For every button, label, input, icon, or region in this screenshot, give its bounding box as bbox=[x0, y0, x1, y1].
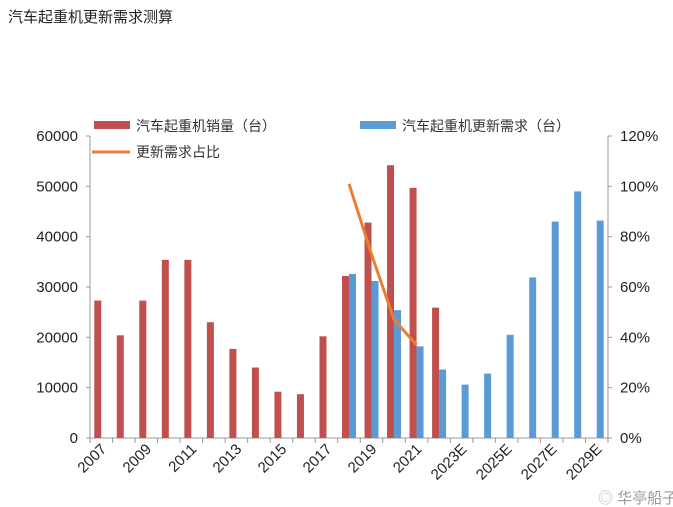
y-tick-label: 10000 bbox=[36, 380, 78, 397]
y2-tick-label: 100% bbox=[620, 178, 658, 195]
bar-replacement-2019 bbox=[371, 280, 379, 438]
x-tick-label: 2021 bbox=[390, 441, 426, 477]
legend-label-ratio: 更新需求占比 bbox=[136, 144, 220, 160]
x-tick-label: 2007 bbox=[74, 441, 110, 477]
bar-replacement-2021 bbox=[416, 346, 424, 438]
y-tick-label: 0 bbox=[70, 430, 78, 447]
bar-sales-2010 bbox=[161, 259, 169, 438]
y2-tick-label: 80% bbox=[620, 229, 650, 246]
y-tick-label: 20000 bbox=[36, 329, 78, 346]
bar-replacement-2023E bbox=[461, 384, 469, 438]
bar-sales-2008 bbox=[116, 335, 124, 438]
bar-replacement-2022 bbox=[439, 369, 447, 438]
bar-sales-2011 bbox=[184, 259, 192, 438]
bar-sales-2021 bbox=[409, 187, 417, 438]
y2-tick-label: 20% bbox=[620, 380, 650, 397]
y2-tick-label: 60% bbox=[620, 279, 650, 296]
x-tick-label: 2017 bbox=[300, 441, 336, 477]
bar-sales-2017 bbox=[319, 336, 327, 438]
y2-tick-label: 0% bbox=[620, 430, 642, 447]
bar-sales-2016 bbox=[296, 394, 304, 438]
bar-sales-2009 bbox=[139, 300, 147, 438]
x-tick-label: 2013 bbox=[210, 441, 246, 477]
bar-replacement-2027E bbox=[551, 221, 559, 438]
y2-tick-label: 120% bbox=[620, 128, 658, 145]
legend-swatch-sales bbox=[94, 121, 130, 129]
x-tick-label: 2019 bbox=[345, 441, 381, 477]
y2-tick-label: 40% bbox=[620, 329, 650, 346]
line-replacement-ratio bbox=[347, 183, 418, 346]
bar-replacement-2026E bbox=[529, 277, 537, 438]
x-tick-label: 2015 bbox=[255, 441, 291, 477]
bar-sales-2018 bbox=[342, 275, 349, 438]
bar-replacement-2029E bbox=[596, 220, 604, 438]
x-tick-label: 2023E bbox=[428, 441, 471, 484]
x-tick-label: 2025E bbox=[473, 441, 516, 484]
x-tick-label: 2029E bbox=[563, 441, 606, 484]
y-tick-label: 30000 bbox=[36, 279, 78, 296]
bar-sales-2013 bbox=[229, 348, 237, 438]
bar-replacement-2028E bbox=[574, 191, 582, 438]
bar-sales-2012 bbox=[206, 322, 214, 438]
x-tick-label: 2009 bbox=[120, 441, 156, 477]
bar-replacement-2025E bbox=[506, 334, 514, 438]
bar-sales-2020 bbox=[387, 165, 395, 438]
x-tick-label: 2027E bbox=[518, 441, 561, 484]
legend-label-replacement: 汽车起重机更新需求（台） bbox=[402, 118, 570, 134]
bar-replacement-2024E bbox=[484, 373, 492, 438]
watermark-text: 华亭船子 bbox=[617, 490, 673, 507]
chart-title: 汽车起重机更新需求测算 bbox=[8, 9, 174, 26]
bar-sales-2015 bbox=[274, 391, 282, 438]
bar-sales-2007 bbox=[94, 300, 102, 438]
y-tick-label: 60000 bbox=[36, 128, 78, 145]
y-tick-label: 40000 bbox=[36, 229, 78, 246]
x-tick-label: 2011 bbox=[165, 441, 200, 476]
bar-replacement-2018 bbox=[349, 273, 356, 438]
legend-swatch-replacement bbox=[360, 121, 396, 129]
bar-sales-2022 bbox=[432, 307, 440, 438]
legend-label-sales: 汽车起重机销量（台） bbox=[136, 118, 276, 134]
bar-replacement-2020 bbox=[394, 310, 402, 438]
y-tick-label: 50000 bbox=[36, 178, 78, 195]
bar-sales-2014 bbox=[251, 367, 259, 438]
wechat-icon: ◎ bbox=[598, 490, 618, 507]
watermark: ◎ 华亭船子 bbox=[598, 490, 673, 507]
bar-sales-2019 bbox=[364, 222, 372, 438]
